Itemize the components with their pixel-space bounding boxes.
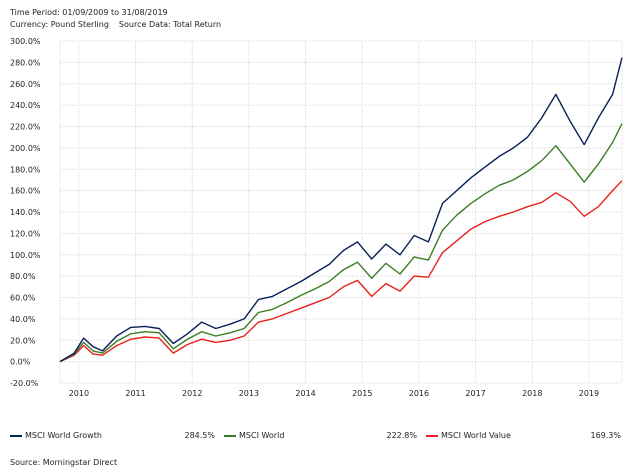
source-footer: Source: Morningstar Direct [10, 458, 118, 467]
y-tick-label: 160.0% [10, 187, 41, 196]
y-tick-label: 100.0% [10, 251, 41, 260]
currency-label: Currency: Pound Sterling [10, 20, 109, 29]
y-tick-label: 80.0% [10, 272, 36, 281]
source-data-label: Source Data: Total Return [118, 20, 222, 29]
y-tick-label: 140.0% [10, 208, 41, 217]
chart-grid [59, 40, 623, 384]
legend-swatch-growth [10, 434, 22, 437]
y-tick-label: 200.0% [10, 144, 41, 153]
legend-item-world: MSCI World [224, 431, 284, 440]
legend-label-growth: MSCI World Growth [25, 431, 102, 440]
header-meta: Currency: Pound Sterling Source Data: Tot… [10, 20, 221, 29]
legend-item-growth: MSCI World Growth [10, 431, 102, 440]
y-tick-label: 240.0% [10, 101, 41, 110]
y-tick-label: -20.0% [10, 379, 39, 388]
y-tick-label: 40.0% [10, 315, 36, 324]
time-period-label: Time Period: 01/09/2009 to 31/08/2019 [10, 8, 168, 17]
legend-label-value: MSCI World Value [441, 431, 511, 440]
legend-swatch-world [224, 434, 236, 437]
legend-value-value: 169.3% [590, 431, 621, 440]
x-axis-ticks: 2010 2011 2012 2013 2014 2015 2016 2017 2018 2019 [69, 389, 599, 398]
x-tick-label: 2018 [522, 389, 542, 398]
y-axis-ticks: -20.0% 0.0% 20.0% 40.0% 60.0% 80.0% 100.0% 120.… [10, 37, 41, 388]
legend-label-world: MSCI World [239, 431, 285, 440]
y-tick-label: 300.0% [10, 37, 41, 46]
y-tick-label: 220.0% [10, 123, 41, 132]
series-line-1 [59, 123, 623, 363]
y-tick-label: 120.0% [10, 229, 41, 238]
y-tick-label: 0.0% [10, 358, 31, 367]
x-tick-label: 2012 [182, 389, 202, 398]
x-tick-label: 2013 [239, 389, 259, 398]
y-tick-label: 60.0% [10, 294, 36, 303]
x-tick-label: 2010 [69, 389, 89, 398]
x-tick-label: 2011 [125, 389, 145, 398]
y-tick-label: 180.0% [10, 165, 41, 174]
legend-value-growth: 284.5% [184, 431, 215, 440]
series-line-0 [59, 57, 623, 363]
legend-value-world: 222.8% [386, 431, 417, 440]
chart-legend: MSCI World Growth 284.5% MSCI World 222.… [0, 431, 639, 445]
x-tick-label: 2014 [295, 389, 315, 398]
chart-series [59, 57, 623, 363]
y-tick-label: 20.0% [10, 336, 36, 345]
x-tick-label: 2015 [352, 389, 372, 398]
x-tick-label: 2016 [409, 389, 429, 398]
y-tick-label: 280.0% [10, 58, 41, 67]
y-tick-label: 260.0% [10, 80, 41, 89]
line-chart: -20.0% 0.0% 20.0% 40.0% 60.0% 80.0% 100.0% 120.… [10, 37, 623, 398]
series-line-2 [59, 180, 623, 363]
legend-swatch-value [426, 434, 438, 437]
x-tick-label: 2019 [579, 389, 599, 398]
x-tick-label: 2017 [465, 389, 485, 398]
legend-item-value: MSCI World Value [426, 431, 511, 440]
